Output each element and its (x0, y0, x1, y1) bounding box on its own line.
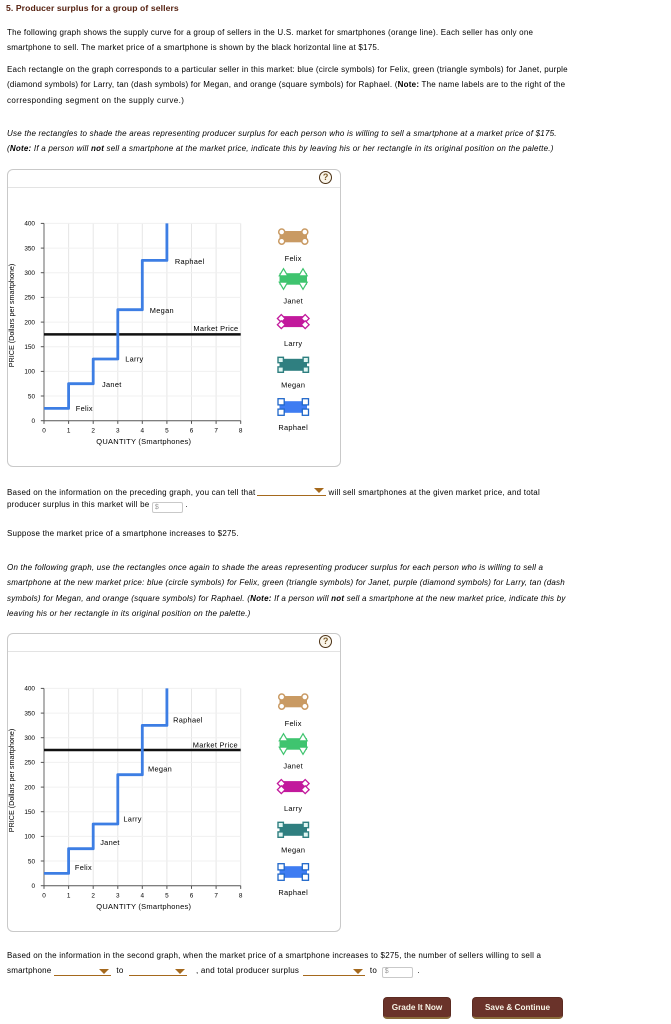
svg-text:300: 300 (24, 270, 35, 277)
svg-text:Larry: Larry (123, 815, 141, 824)
svg-text:Megan: Megan (281, 846, 305, 855)
svg-text:Megan: Megan (148, 765, 172, 774)
svg-text:QUANTITY (Smartphones): QUANTITY (Smartphones) (96, 902, 191, 911)
svg-text:1: 1 (67, 428, 71, 435)
svg-text:8: 8 (239, 893, 243, 900)
svg-text:6: 6 (190, 893, 194, 900)
svg-text:350: 350 (24, 711, 35, 718)
svg-text:250: 250 (24, 760, 35, 767)
svg-text:4: 4 (141, 893, 145, 900)
svg-text:0: 0 (42, 893, 46, 900)
svg-text:Larry: Larry (284, 339, 302, 348)
svg-text:PRICE (Dollars per smartphone): PRICE (Dollars per smartphone) (7, 264, 16, 367)
svg-text:Janet: Janet (283, 297, 303, 306)
svg-text:3: 3 (116, 428, 120, 435)
svg-text:Raphael: Raphael (278, 888, 308, 897)
svg-text:Janet: Janet (102, 380, 122, 389)
svg-text:50: 50 (28, 859, 36, 866)
svg-text:1: 1 (67, 893, 71, 900)
svg-text:Raphael: Raphael (175, 257, 205, 266)
svg-text:Larry: Larry (125, 355, 143, 364)
svg-text:Felix: Felix (76, 404, 93, 413)
svg-text:Felix: Felix (285, 719, 302, 728)
svg-text:5: 5 (165, 428, 169, 435)
svg-text:Megan: Megan (281, 380, 305, 389)
svg-text:100: 100 (24, 834, 35, 841)
svg-text:150: 150 (24, 809, 35, 816)
svg-text:5: 5 (165, 893, 169, 900)
svg-text:Megan: Megan (150, 306, 174, 315)
svg-text:250: 250 (24, 295, 35, 302)
svg-text:Larry: Larry (284, 804, 302, 813)
svg-text:2: 2 (91, 428, 95, 435)
svg-text:Felix: Felix (75, 863, 92, 872)
svg-text:100: 100 (24, 369, 35, 376)
svg-text:300: 300 (24, 735, 35, 742)
svg-text:QUANTITY (Smartphones): QUANTITY (Smartphones) (96, 437, 191, 446)
svg-text:150: 150 (24, 344, 35, 351)
svg-text:Janet: Janet (283, 762, 303, 771)
svg-text:Janet: Janet (100, 838, 120, 847)
svg-text:400: 400 (24, 686, 35, 693)
svg-text:8: 8 (239, 428, 243, 435)
svg-text:PRICE (Dollars per smartphone): PRICE (Dollars per smartphone) (7, 729, 16, 832)
svg-text:3: 3 (116, 893, 120, 900)
svg-text:7: 7 (214, 428, 218, 435)
svg-text:400: 400 (24, 221, 35, 228)
svg-text:0: 0 (31, 883, 35, 890)
svg-text:Raphael: Raphael (278, 423, 308, 432)
svg-text:Market Price: Market Price (193, 741, 238, 750)
svg-text:Market Price: Market Price (193, 324, 238, 333)
svg-text:200: 200 (24, 319, 35, 326)
svg-text:200: 200 (24, 785, 35, 792)
svg-text:Felix: Felix (285, 254, 302, 263)
svg-text:Raphael: Raphael (173, 716, 203, 725)
svg-text:6: 6 (190, 428, 194, 435)
svg-text:4: 4 (141, 428, 145, 435)
svg-text:0: 0 (42, 428, 46, 435)
svg-text:50: 50 (28, 393, 36, 400)
svg-text:350: 350 (24, 245, 35, 252)
svg-text:0: 0 (31, 418, 35, 425)
svg-text:7: 7 (214, 893, 218, 900)
svg-text:2: 2 (91, 893, 95, 900)
